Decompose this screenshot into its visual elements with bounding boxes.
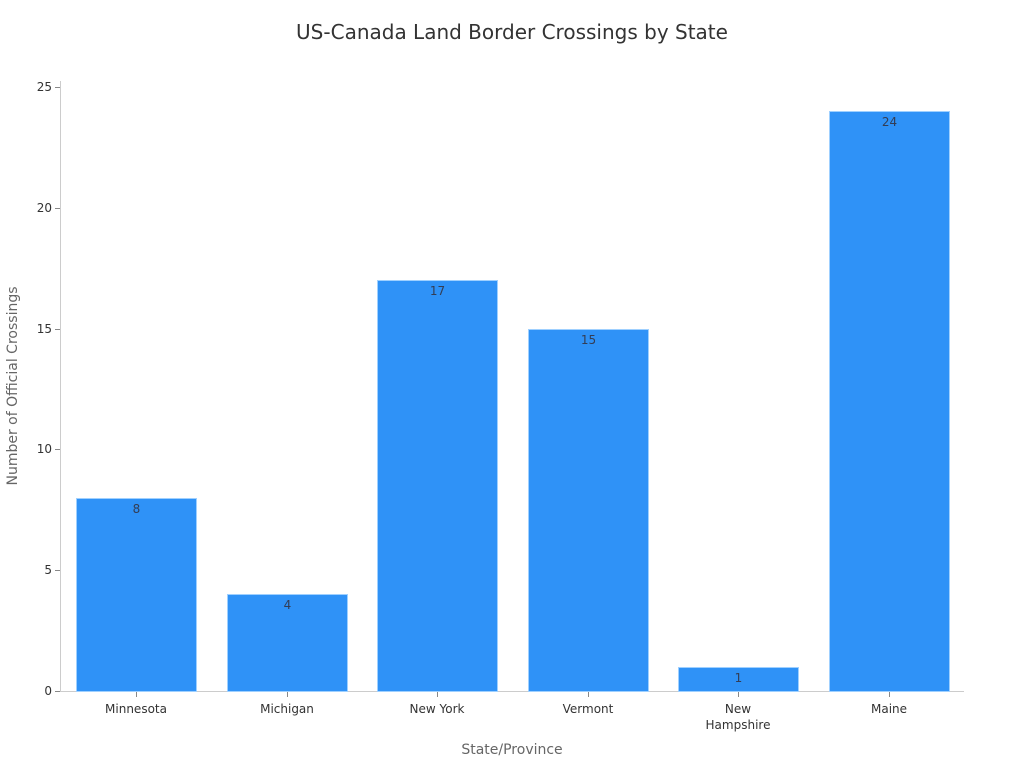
y-tick-mark [55,570,60,572]
y-tick-label: 10 [36,442,52,457]
x-tick-label: Minnesota [105,702,167,716]
x-tick-mark [889,692,890,697]
y-tick-label: 0 [44,684,52,698]
y-axis-line [60,81,61,692]
y-tick-label: 15 [36,321,52,336]
x-tick-label: New Hampshire [705,702,771,732]
bar-value-label: 17 [429,284,446,299]
y-tick: 5 [0,563,60,584]
x-axis-label: State/Province [461,742,563,758]
x-tick-mark [738,692,739,697]
chart-title: US-Canada Land Border Crossings by State [296,20,728,44]
bar-vermont[interactable]: 15 [528,328,649,692]
y-tick: 20 [0,201,60,222]
x-tick-label: Michigan [260,702,314,716]
y-tick-label: 20 [36,200,52,215]
x-axis-line [60,691,964,692]
bar-value-label: 4 [283,598,292,613]
y-tick: 15 [0,322,60,343]
bar-new-york[interactable]: 17 [377,280,498,692]
y-tick: 10 [0,442,60,463]
x-tick-label: Maine [870,702,908,716]
y-tick-mark [55,328,60,330]
y-tick: 25 [0,80,60,101]
x-tick-label: Vermont [562,702,614,716]
bar-value-label: 1 [734,670,743,685]
x-tick-mark [588,692,589,697]
bar-value-label: 8 [132,501,141,516]
x-tick-mark [437,692,438,697]
bar-value-label: 15 [580,332,597,347]
y-tick-label: 25 [36,80,52,94]
x-tick-mark [136,692,137,697]
bar-minnesota[interactable]: 8 [76,497,197,692]
x-tick-label: New York [409,702,465,716]
bar-maine[interactable]: 24 [829,111,950,692]
bar-michigan[interactable]: 4 [227,594,348,692]
bar-value-label: 24 [881,115,898,130]
y-tick: 0 [0,684,60,705]
bar-new-hampshire[interactable]: 1 [678,666,799,692]
y-tick-mark [55,449,60,451]
y-tick-mark [55,691,60,692]
y-tick-label: 5 [44,563,52,578]
x-tick-mark [287,692,288,697]
y-tick-mark [55,207,60,209]
y-tick-mark [55,87,60,88]
